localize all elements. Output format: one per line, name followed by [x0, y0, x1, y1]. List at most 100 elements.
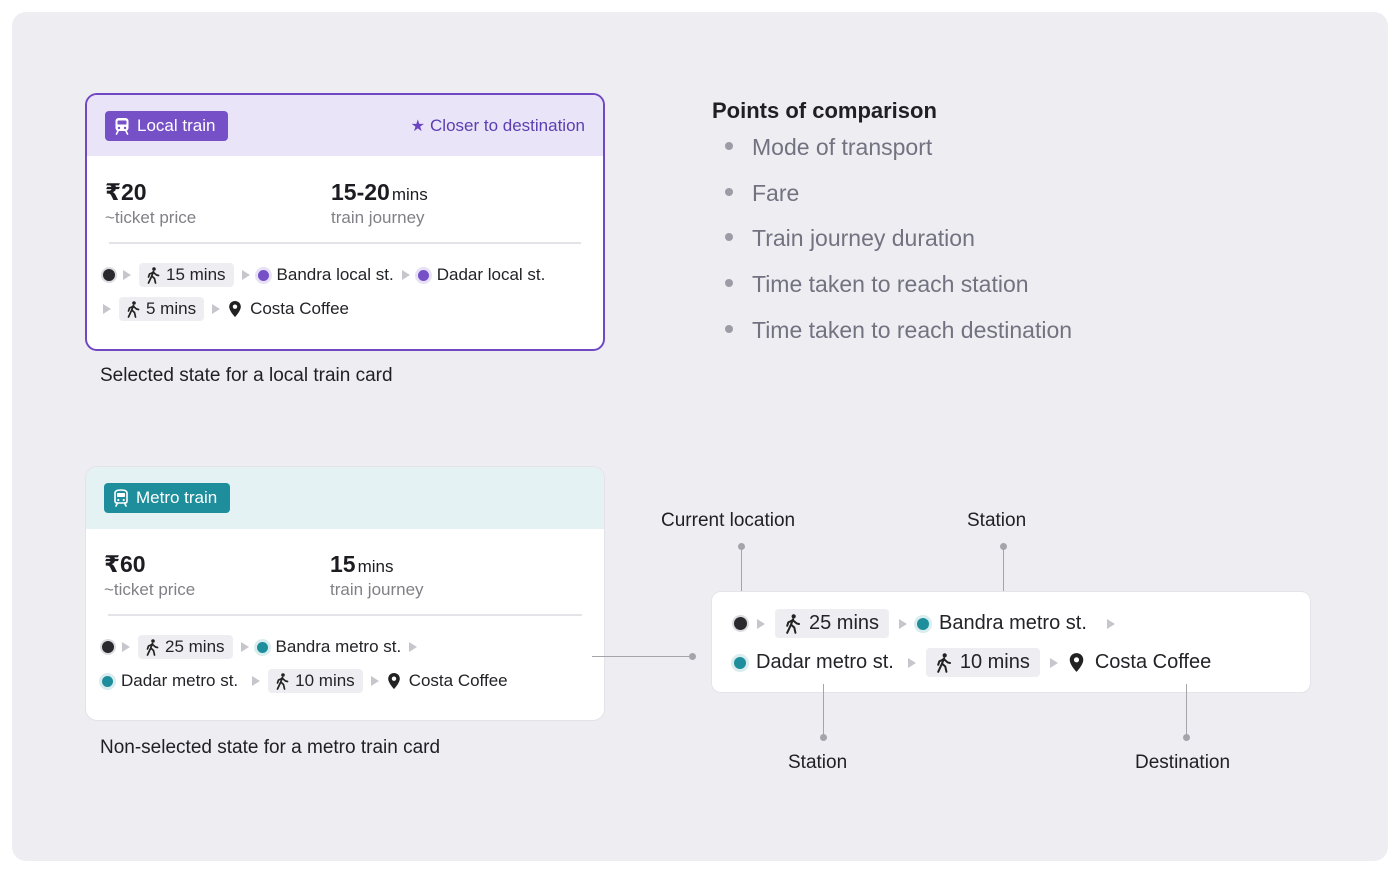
arrow-icon [241, 270, 250, 280]
route-anatomy-card: 25 mins Bandra metro st. Dadar metro st.… [711, 591, 1311, 693]
journey-unit: mins [357, 557, 394, 576]
start-station: Bandra metro st. [939, 612, 1087, 634]
leader-line [1003, 547, 1004, 602]
walking-person-icon [786, 613, 800, 634]
start-station: Bandra local st. [276, 265, 394, 284]
points-of-comparison: Points of comparison Mode of transport F… [712, 98, 1072, 361]
list-item: Train journey duration [712, 224, 1072, 270]
walking-person-icon [127, 300, 140, 318]
mode-badge-local: Local train [105, 111, 229, 141]
route-line-1: 15 mins Bandra local st. Dadar local st. [103, 263, 545, 287]
fare-value: ₹60 [104, 551, 146, 577]
walk-chip: 25 mins [138, 635, 233, 659]
walk-time: 10 mins [295, 671, 355, 690]
walk-time: 25 mins [165, 637, 225, 656]
label-destination: Destination [1135, 752, 1231, 773]
leader-dot [1183, 734, 1190, 741]
local-train-card[interactable]: Local train ★ Closer to destination ₹20 … [85, 93, 605, 351]
metro-train-card[interactable]: Metro train ₹60 ~ticket price 15 mins tra… [85, 466, 605, 721]
closer-tag-label: Closer to destination [430, 116, 585, 135]
journey-stat: 15 mins train journey [330, 551, 424, 600]
mode-badge-metro: Metro train [104, 483, 231, 513]
points-list: Mode of transport Fare Train journey dur… [712, 133, 1072, 361]
walk-time: 5 mins [146, 299, 197, 318]
walk-chip: 10 mins [268, 669, 363, 693]
arrow-icon [1106, 618, 1115, 629]
arrow-icon [123, 270, 131, 280]
journey-unit: mins [391, 185, 428, 204]
route-line-1: 25 mins Bandra metro st. [734, 609, 1115, 638]
divider [108, 614, 582, 616]
label-station-bottom: Station [788, 752, 848, 773]
label-station-top: Station [967, 510, 1027, 531]
connector-dot [689, 653, 696, 660]
arrow-icon [907, 657, 916, 668]
journey-value: 15-20 [331, 179, 390, 205]
walking-person-icon [276, 672, 289, 690]
route-line-1: 25 mins Bandra metro st. [102, 635, 418, 659]
walking-person-icon [147, 266, 160, 284]
arrow-icon [899, 618, 908, 629]
walking-person-icon [937, 652, 951, 673]
local-card-caption: Selected state for a local train card [100, 365, 393, 386]
journey-stat: 15-20 mins train journey [331, 179, 428, 228]
journey-label: train journey [331, 208, 425, 227]
list-item: Mode of transport [712, 133, 1072, 179]
arrow-icon [757, 618, 765, 629]
journey-label: train journey [330, 580, 424, 599]
fare-stat: ₹60 ~ticket price [104, 551, 195, 600]
fare-value: ₹20 [105, 179, 147, 205]
route-line-2: Dadar metro st. 10 mins Costa Coffee [734, 648, 1211, 677]
end-station: Dadar metro st. [121, 671, 239, 690]
destination: Costa Coffee [250, 299, 349, 318]
location-pin-icon [1069, 653, 1084, 672]
arrow-icon [122, 642, 130, 652]
closer-tag: ★ Closer to destination [411, 116, 585, 136]
arrow-icon [401, 270, 410, 280]
current-location-dot [102, 641, 114, 653]
star-icon: ★ [410, 118, 426, 135]
station-dot [257, 269, 269, 281]
walking-person-icon [146, 638, 159, 656]
mode-badge-label: Local train [137, 116, 216, 135]
station-dot [256, 641, 268, 653]
destination: Costa Coffee [1094, 651, 1212, 673]
arrow-icon [409, 642, 418, 652]
walk-time: 25 mins [809, 612, 880, 634]
walk-time: 15 mins [166, 265, 226, 284]
leader-line [741, 547, 742, 602]
journey-value: 15 [330, 551, 356, 577]
current-location-dot [734, 617, 747, 630]
station-dot [417, 269, 429, 281]
leader-dot [1000, 543, 1007, 550]
arrow-icon [252, 676, 261, 686]
metro-card-caption: Non-selected state for a metro train car… [100, 737, 441, 758]
current-location-dot [103, 269, 115, 281]
walk-chip: 15 mins [139, 263, 234, 287]
station-dot [734, 656, 746, 669]
leader-dot [738, 543, 745, 550]
label-current-location: Current location [661, 510, 796, 531]
connector-line [592, 656, 692, 657]
location-pin-icon [387, 673, 400, 689]
start-station: Bandra metro st. [275, 637, 402, 656]
card-header: Local train ★ Closer to destination [87, 95, 603, 156]
arrow-icon [240, 642, 249, 652]
location-pin-icon [229, 301, 241, 317]
arrow-icon [212, 304, 221, 314]
arrow-icon [1049, 657, 1058, 668]
leader-dot [820, 734, 827, 741]
card-header: Metro train [86, 467, 604, 529]
metro-train-icon [114, 489, 128, 507]
walk-chip: 10 mins [925, 648, 1040, 677]
list-item: Fare [712, 179, 1072, 225]
list-item: Time taken to reach destination [712, 316, 1072, 362]
walk-chip: 25 mins [775, 609, 890, 638]
route-line-2: 5 mins Costa Coffee [103, 297, 349, 321]
fare-stat: ₹20 ~ticket price [105, 179, 196, 228]
fare-label: ~ticket price [104, 580, 196, 599]
walk-chip: 5 mins [119, 297, 205, 321]
divider [109, 242, 581, 244]
station-dot [917, 617, 930, 630]
mode-badge-label: Metro train [136, 488, 218, 507]
